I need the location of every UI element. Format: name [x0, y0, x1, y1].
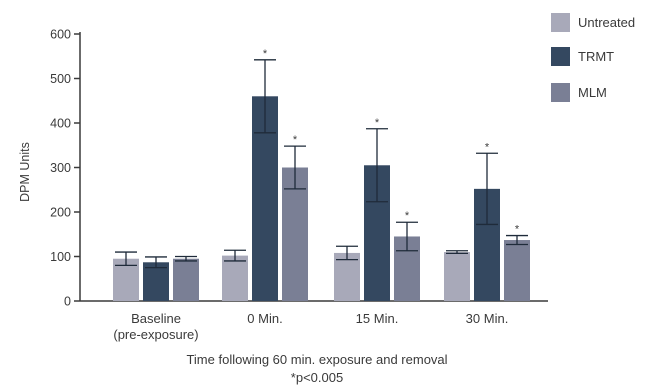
footnote: *p<0.005	[291, 370, 343, 385]
x-category-sublabel: (pre-exposure)	[113, 327, 198, 342]
bar-mlm	[504, 240, 530, 301]
legend-label: TRMT	[578, 49, 614, 64]
y-tick-label: 100	[50, 250, 71, 264]
error-bars	[115, 59, 528, 269]
significance-star: *	[293, 134, 298, 146]
legend-swatch	[551, 13, 570, 32]
legend: Untreated TRMT MLM	[551, 13, 635, 102]
bar-mlm	[282, 167, 308, 301]
bar-untreated	[444, 252, 470, 301]
legend-label: MLM	[578, 85, 607, 100]
significance-star: *	[515, 224, 520, 236]
significance-star: *	[375, 117, 380, 129]
x-category-label: Baseline	[131, 311, 181, 326]
x-category-label: 30 Min.	[466, 311, 509, 326]
y-tick-label: 500	[50, 72, 71, 86]
bar-untreated	[334, 252, 360, 301]
bar-mlm	[173, 258, 199, 301]
axes: 0 100 200 300 400 500 600 Baseline(pre-exposure…	[50, 28, 548, 342]
y-tick-label: 600	[50, 28, 71, 42]
significance-star: *	[405, 210, 410, 222]
legend-swatch	[551, 47, 570, 66]
y-tick-label: 400	[50, 117, 71, 131]
bars	[113, 96, 530, 301]
y-tick-label: 200	[50, 206, 71, 220]
y-tick-label: 0	[64, 295, 71, 309]
significance-markers: * * * * * *	[263, 48, 520, 236]
y-axis-label: DPM Units	[18, 142, 32, 202]
y-tick-label: 300	[50, 161, 71, 175]
x-category-label: 0 Min.	[247, 311, 282, 326]
significance-star: *	[263, 48, 268, 60]
x-axis-title: Time following 60 min. exposure and remo…	[186, 352, 447, 367]
bar-trmt	[143, 262, 169, 301]
legend-swatch	[551, 83, 570, 102]
legend-label: Untreated	[578, 15, 635, 30]
bar-untreated	[222, 255, 248, 301]
significance-star: *	[485, 141, 490, 153]
x-category-label: 15 Min.	[356, 311, 399, 326]
